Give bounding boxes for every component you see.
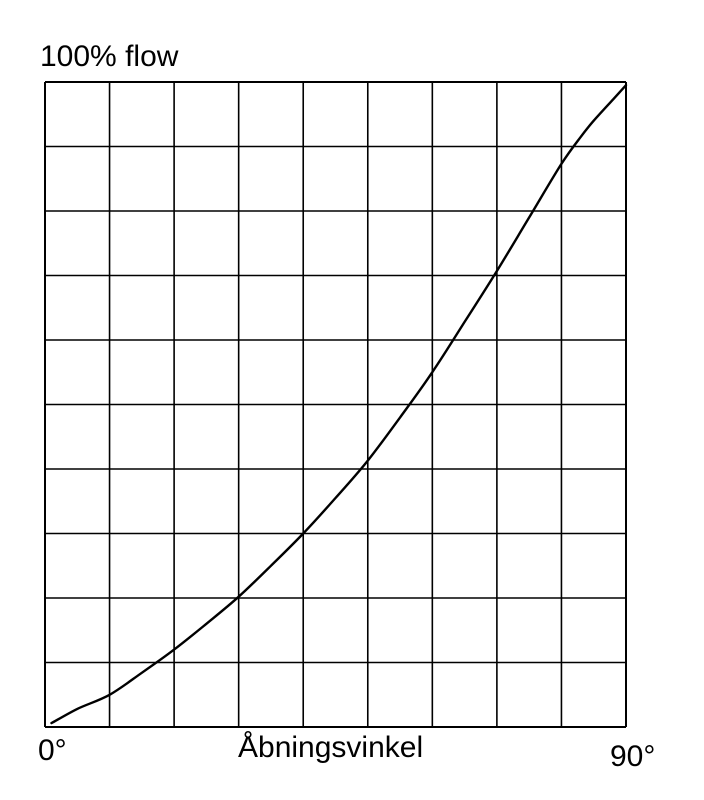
series-layer — [50, 84, 628, 725]
series-line-0 — [50, 84, 628, 725]
grid — [44, 81, 627, 728]
y-axis-label: 100% flow — [40, 40, 179, 73]
x-axis-label: Åbningsvinkel — [238, 731, 424, 764]
x-tick-label-max: 90° — [610, 740, 656, 773]
x-tick-label-min: 0° — [38, 734, 67, 767]
